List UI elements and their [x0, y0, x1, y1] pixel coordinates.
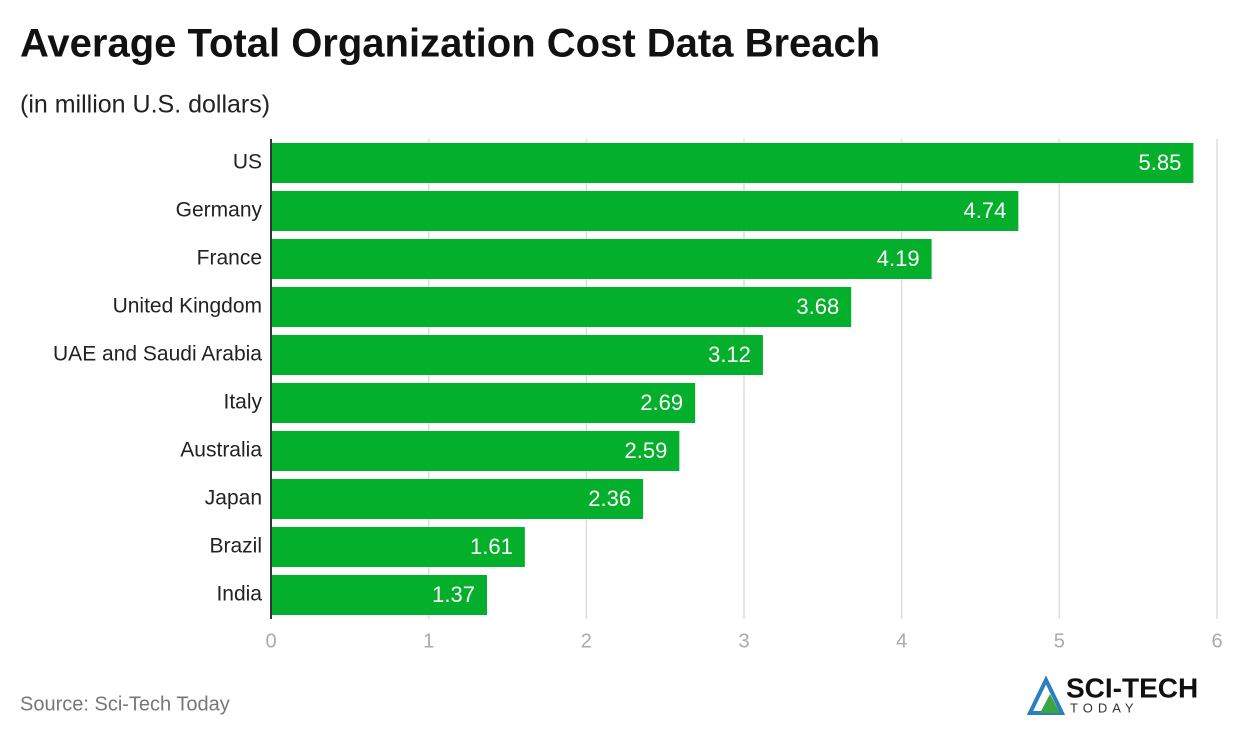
bar — [271, 431, 680, 471]
chart-title: Average Total Organization Cost Data Bre… — [20, 22, 880, 66]
bar — [271, 287, 852, 327]
value-label: 3.68 — [796, 294, 839, 319]
y-tick-label: Italy — [223, 391, 262, 414]
chart-subtitle: (in million U.S. dollars) — [20, 91, 270, 119]
y-tick-label: United Kingdom — [113, 295, 262, 318]
y-tick-label: UAE and Saudi Arabia — [53, 343, 262, 366]
value-label: 2.69 — [640, 390, 683, 415]
y-tick-label: US — [233, 151, 262, 174]
logo: SCI-TECH TODAY — [1026, 672, 1198, 715]
value-label: 2.36 — [588, 486, 631, 511]
bar — [271, 143, 1194, 183]
y-tick-label: Brazil — [209, 535, 262, 558]
bar — [271, 575, 488, 615]
logo-icon — [1040, 694, 1060, 713]
bar — [271, 335, 763, 375]
x-tick-label: 6 — [1211, 630, 1222, 652]
bar — [271, 239, 932, 279]
x-tick-label: 3 — [738, 630, 749, 652]
value-label: 1.61 — [470, 534, 513, 559]
x-tick-label: 2 — [581, 630, 592, 652]
value-label: 3.12 — [708, 342, 751, 367]
value-label: 4.19 — [877, 246, 920, 271]
value-label: 4.74 — [964, 198, 1007, 223]
y-tick-label: France — [197, 247, 262, 270]
value-label: 1.37 — [432, 582, 475, 607]
x-tick-label: 5 — [1054, 630, 1065, 652]
source: Source: Sci-Tech Today — [20, 693, 230, 715]
x-tick-label: 0 — [265, 630, 276, 652]
logo-name: SCI-TECH — [1066, 672, 1198, 703]
bar — [271, 383, 696, 423]
y-tick-label: Germany — [176, 199, 263, 222]
value-label: 5.85 — [1139, 150, 1182, 175]
y-tick-label: India — [216, 583, 262, 606]
bar — [271, 527, 525, 567]
logo-tagline: TODAY — [1070, 700, 1139, 715]
bar — [271, 479, 644, 519]
x-tick-label: 4 — [896, 630, 907, 652]
value-label: 2.59 — [625, 438, 668, 463]
y-tick-label: Japan — [205, 487, 262, 510]
x-tick-label: 1 — [423, 630, 434, 652]
y-tick-label: Australia — [180, 439, 262, 462]
bar — [271, 191, 1019, 231]
